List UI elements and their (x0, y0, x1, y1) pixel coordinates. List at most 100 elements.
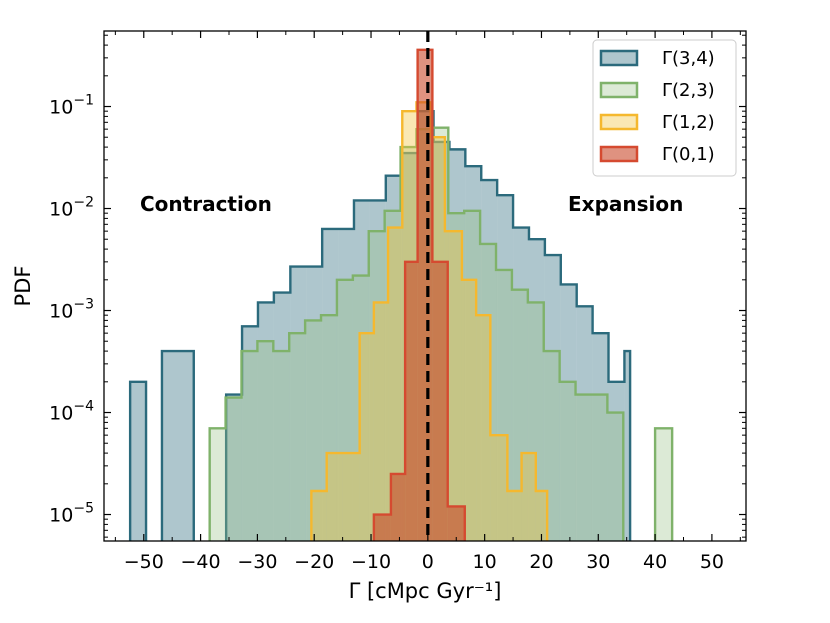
x-tick-label: −40 (181, 551, 221, 573)
x-tick-label: 50 (700, 551, 724, 573)
bar-g01-5 (447, 506, 465, 541)
bar-g34-9 (338, 228, 354, 541)
legend-swatch-g01 (599, 145, 639, 163)
legend-label-g34: Γ(3,4) (662, 48, 715, 69)
bar-g12-4 (373, 302, 389, 541)
x-tick-label: −20 (294, 551, 334, 573)
bar-g12-9 (444, 231, 462, 541)
x-tick-label: −50 (124, 551, 164, 573)
bar-g23-22 (559, 381, 576, 541)
y-tick-labels: 10−5 10−4 10−3 10−2 10−1 (49, 93, 94, 527)
bar-g01-4 (432, 261, 448, 541)
bar-g12-0 (311, 491, 327, 541)
y-tick-label: 10−1 (49, 93, 94, 119)
bar-g23-7 (321, 315, 337, 541)
bar-g12-11 (476, 315, 491, 541)
bar-g23-2 (241, 351, 258, 541)
legend-label-g01: Γ(0,1) (662, 144, 715, 165)
bar-g12-1 (326, 453, 343, 541)
bar-g34-12 (385, 175, 402, 541)
bar-g34-25 (592, 333, 609, 541)
y-tick-label: 10−2 (49, 195, 94, 221)
bar-g34-22 (544, 255, 561, 541)
bar-g23-19 (511, 289, 528, 541)
y-tick-label: 10−4 (49, 399, 94, 425)
bar-g12-2 (342, 453, 360, 541)
outline-g01 (372, 48, 466, 541)
x-tick-label: −10 (351, 551, 391, 573)
bar-g12-10 (461, 279, 477, 541)
bar-g23-20 (527, 302, 544, 541)
bar-g23-8 (336, 279, 353, 541)
axis-ticks (104, 31, 746, 541)
legend-swatch-g23 (599, 81, 639, 99)
bar-g34-10 (353, 200, 370, 541)
legend-swatch-g34 (599, 49, 639, 67)
bar-g34-17 (465, 166, 482, 541)
y-tick-label: 10−3 (49, 297, 94, 323)
bar-g23-23 (575, 394, 592, 541)
bar-g34-5 (273, 292, 291, 541)
bar-g12-5 (388, 227, 403, 541)
legend-entry-g01: Γ(0,1) (599, 144, 715, 165)
bar-g12-12 (490, 435, 508, 541)
bar-g23-1 (225, 397, 242, 541)
bar-g23-17 (480, 243, 497, 541)
annotation-expansion: Expansion (568, 192, 683, 216)
bar-g34-21 (528, 239, 545, 541)
legend-entry-g34: Γ(3,4) (599, 48, 715, 69)
bar-g12-14 (521, 453, 536, 541)
bar-g34-24 (576, 306, 593, 541)
bar-g34-23 (560, 284, 577, 541)
bar-g23-4 (273, 351, 290, 541)
bar-g34-3 (242, 326, 258, 541)
x-tick-label: 30 (586, 551, 610, 573)
bar-g12-15 (535, 491, 548, 541)
bar-g23-3 (257, 341, 274, 541)
bar-g01-3 (417, 49, 433, 541)
bar-g01-2 (405, 261, 418, 541)
bar-g34-27 (624, 351, 631, 541)
annotation-contraction: Contraction (140, 192, 272, 216)
bar-g23-5 (289, 333, 306, 541)
bar-g34-19 (497, 195, 514, 541)
x-axis-label: Γ [cMpc Gyr⁻¹] (349, 579, 502, 603)
series-g01 (372, 48, 466, 541)
x-tick-label: 40 (643, 551, 667, 573)
legend-label-g12: Γ(1,2) (662, 112, 715, 133)
y-tick-label: 10−5 (49, 501, 94, 527)
bar-g34-2 (226, 394, 243, 541)
x-tick-label: 20 (529, 551, 553, 573)
bar-g34-1 (161, 351, 194, 541)
y-axis-label: PDF (11, 266, 35, 307)
bar-g34-11 (369, 200, 386, 541)
plot-frame (103, 30, 747, 542)
x-tick-label: 0 (422, 551, 434, 573)
legend-entry-g12: Γ(1,2) (599, 112, 715, 133)
legend-label-g23: Γ(2,3) (662, 80, 715, 101)
bar-g23-25 (607, 412, 624, 541)
x-tick-label: 10 (473, 551, 497, 573)
bar-g34-7 (306, 266, 323, 541)
bar-g34-6 (290, 266, 307, 541)
bar-g23-24 (591, 394, 608, 541)
legend-frame (592, 39, 737, 177)
bar-g12-13 (507, 491, 522, 541)
histogram-bars (128, 48, 674, 541)
bar-g23-15 (448, 213, 465, 541)
bar-g34-26 (608, 381, 625, 541)
bar-g23-6 (305, 320, 322, 541)
x-tick-label: −30 (237, 551, 277, 573)
bar-g01-0 (373, 514, 391, 541)
bar-g23-26 (655, 428, 673, 541)
legend-swatch-g12 (599, 113, 639, 131)
bar-g34-20 (513, 227, 529, 541)
bar-g12-3 (359, 333, 374, 541)
bar-g01-1 (390, 473, 406, 541)
bar-g34-0 (130, 381, 147, 541)
bar-g23-0 (209, 428, 226, 541)
x-tick-labels: −50 −40 −30 −20 −10 0 10 20 30 40 50 (124, 551, 724, 573)
legend: Γ(3,4) Γ(2,3) Γ(1,2) Γ(0,1) (592, 39, 737, 177)
bar-g34-4 (257, 302, 274, 541)
